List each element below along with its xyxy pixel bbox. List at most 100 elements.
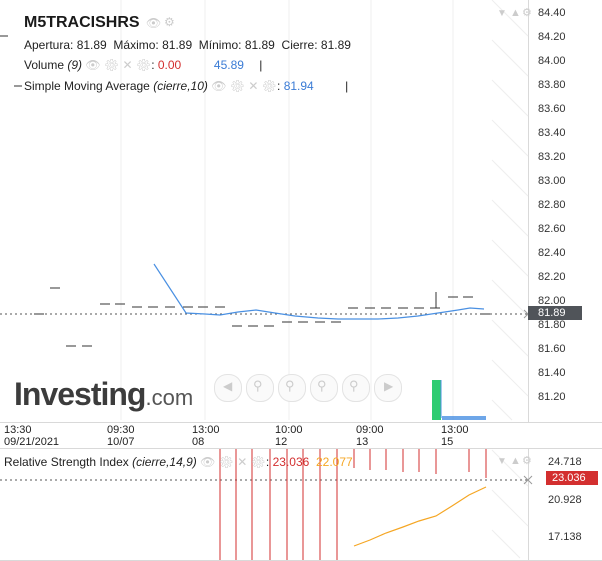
time-label-top: 13:00 xyxy=(192,424,220,436)
scroll-right-button[interactable]: ▶ xyxy=(374,374,402,402)
price-tick: 81.80 xyxy=(538,318,566,331)
zoom-fit-button[interactable]: ⚲ xyxy=(342,374,370,402)
apertura-label: Apertura: xyxy=(24,38,74,52)
minimo-label: Mínimo: xyxy=(198,38,242,52)
magnifier-fit-icon: ⚲ xyxy=(349,378,359,393)
gear-icon[interactable]: ⚙ xyxy=(103,58,120,72)
investing-logo: Investing.com xyxy=(14,376,193,413)
ohlc-row: Apertura: 81.89 Máximo: 81.89 Mínimo: 81… xyxy=(24,38,351,52)
triangle-icon[interactable]: ▲ xyxy=(510,7,521,19)
time-label: 10:00 12 xyxy=(275,424,303,448)
volume-value-2: 45.89 xyxy=(213,58,244,72)
time-label-bottom: 15 xyxy=(441,436,454,448)
apertura-value: 81.89 xyxy=(76,38,107,52)
rsi-param: (cierre,14,9) xyxy=(132,455,197,469)
eye-icon[interactable]: 👁 xyxy=(85,58,101,72)
time-label-bottom: 09/21/2021 xyxy=(4,436,60,448)
close-icon[interactable]: ✕ xyxy=(237,455,248,469)
eye-icon[interactable]: 👁 xyxy=(146,16,162,30)
chevron-down-icon[interactable]: ▼ xyxy=(497,456,507,467)
magnifier-minus-icon: ⚲ xyxy=(253,378,263,393)
volume-bar xyxy=(442,416,486,420)
volume-param: (9) xyxy=(67,58,83,72)
symbol-title: M5TRACISHRS xyxy=(24,14,140,31)
price-tick: 81.20 xyxy=(538,390,566,403)
sma-value: 81.94 xyxy=(283,79,314,93)
rsi-tick: 20.928 xyxy=(548,494,582,506)
settings-icon[interactable]: ⚙ xyxy=(135,58,152,72)
sma-line xyxy=(153,263,485,320)
chevron-right-icon: ▶ xyxy=(384,379,394,393)
sma-label: Simple Moving Average xyxy=(24,79,150,93)
time-label: 09:30 10/07 xyxy=(107,424,135,448)
chevron-left-icon: ◀ xyxy=(223,379,233,393)
logo-text: Investing xyxy=(14,376,146,412)
sma-legend[interactable]: Simple Moving Average (cierre,10) 👁 ⚙ ✕ … xyxy=(24,79,349,93)
time-label: 13:00 15 xyxy=(441,424,469,448)
price-axis-panel xyxy=(528,0,602,423)
eye-icon[interactable]: 👁 xyxy=(211,79,227,93)
minimo-value: 81.89 xyxy=(244,38,275,52)
gear-icon[interactable]: ⚙ xyxy=(229,79,246,93)
cierre-label: Cierre: xyxy=(281,38,318,52)
price-tick: 82.80 xyxy=(538,198,566,211)
cierre-value: 81.89 xyxy=(320,38,351,52)
price-tick: 82.20 xyxy=(538,270,566,283)
gear-icon[interactable]: ⚙ xyxy=(218,455,234,469)
rsi-signal-value: 22.077 xyxy=(315,455,353,469)
price-tick: 82.40 xyxy=(538,246,566,259)
reset-zoom-button[interactable]: ⚲ xyxy=(278,374,306,402)
price-tick: 83.40 xyxy=(538,126,566,139)
price-tick: 81.40 xyxy=(538,366,566,379)
zoom-in-button[interactable]: ⚲ xyxy=(310,374,338,402)
settings-icon[interactable]: ⚙ xyxy=(250,455,266,469)
close-icon[interactable]: ✕ xyxy=(248,79,259,93)
time-label-bottom: 13 xyxy=(356,436,369,448)
time-label: 13:30 09/21/2021 xyxy=(4,424,59,448)
logo-suffix: .com xyxy=(145,385,194,410)
maximo-value: 81.89 xyxy=(162,38,193,52)
time-label-bottom: 12 xyxy=(275,436,288,448)
eye-icon[interactable]: 👁 xyxy=(200,455,216,469)
price-tick: 81.60 xyxy=(538,342,566,355)
price-tick: 82.00 xyxy=(538,294,566,307)
rsi-tick: 17.138 xyxy=(548,531,582,543)
rsi-legend[interactable]: Relative Strength Index (cierre,14,9) 👁 … xyxy=(4,455,353,469)
settings-icon[interactable]: ⚙ xyxy=(261,79,278,93)
magnifier-icon: ⚲ xyxy=(285,378,295,393)
rsi-signal-line xyxy=(353,486,487,547)
maximo-label: Máximo: xyxy=(113,38,159,52)
sma-param: (cierre,10) xyxy=(153,79,208,93)
time-label-top: 10:00 xyxy=(275,424,303,436)
scroll-left-button[interactable]: ◀ xyxy=(214,374,242,402)
gear-icon[interactable]: ⚙ xyxy=(522,455,532,467)
time-label-bottom: 08 xyxy=(192,436,205,448)
time-label: 13:00 08 xyxy=(192,424,220,448)
volume-legend[interactable]: Volume (9) 👁 ⚙ ✕ ⚙: 0.00 45.89 | xyxy=(24,58,263,72)
time-label-top: 09:30 xyxy=(107,424,135,436)
time-label-top: 09:00 xyxy=(356,424,384,436)
price-tick: 83.80 xyxy=(538,78,566,91)
time-label-bottom: 10/07 xyxy=(107,436,135,448)
gear-icon[interactable]: ⚙ xyxy=(164,15,175,29)
price-tick: 83.60 xyxy=(538,102,566,115)
price-tick: 83.20 xyxy=(538,150,566,163)
close-icon[interactable]: ✕ xyxy=(122,58,133,72)
time-label-top: 13:30 xyxy=(4,424,32,436)
chevron-down-icon[interactable]: ▼ xyxy=(497,8,507,19)
volume-label: Volume xyxy=(24,58,65,72)
volume-bar xyxy=(432,380,441,420)
time-label: 09:00 13 xyxy=(356,424,384,448)
triangle-icon[interactable]: ▲ xyxy=(510,455,521,467)
gear-icon[interactable]: ⚙ xyxy=(522,7,532,19)
zoom-out-button[interactable]: ⚲ xyxy=(246,374,274,402)
rsi-label: Relative Strength Index xyxy=(4,455,129,469)
rsi-current-tag: 23.036 xyxy=(546,471,598,485)
volume-value-1: 0.00 xyxy=(157,58,182,72)
price-tick: 84.00 xyxy=(538,54,566,67)
price-tick: 84.40 xyxy=(538,7,566,19)
rsi-value: 23.036 xyxy=(272,455,310,469)
current-price-tag: 81.89 xyxy=(528,306,582,320)
price-tick: 83.00 xyxy=(538,174,566,187)
